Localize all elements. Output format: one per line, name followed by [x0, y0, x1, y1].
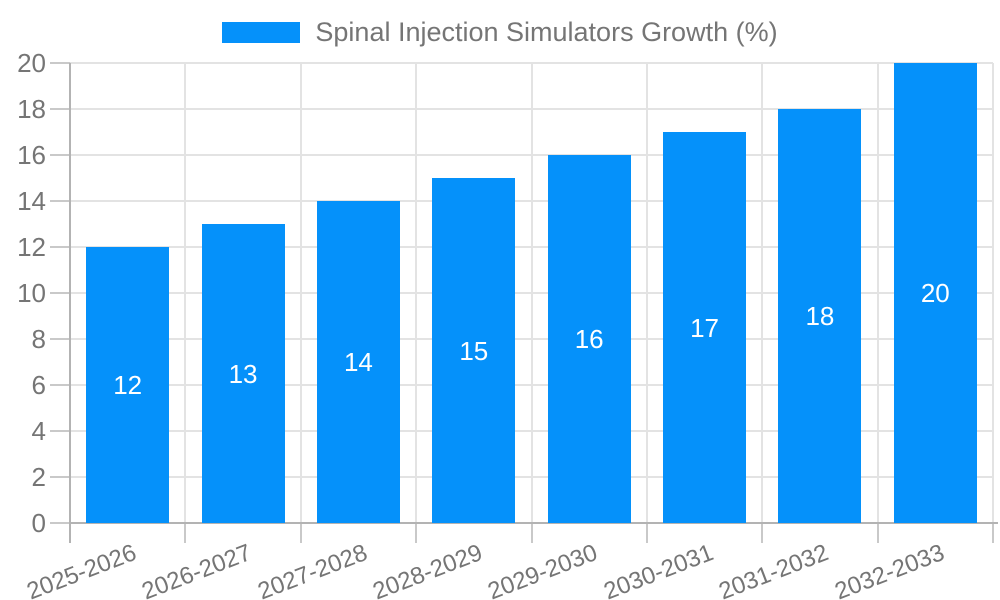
y-tick-label: 0 — [31, 508, 46, 538]
legend-swatch — [222, 21, 301, 43]
v-gridline — [530, 63, 533, 523]
x-tick — [876, 523, 879, 543]
y-tick — [50, 522, 70, 524]
y-tick-label: 6 — [31, 370, 46, 400]
y-tick-label: 18 — [17, 94, 46, 124]
v-gridline — [876, 63, 879, 523]
x-tick-label: 2031-2032 — [715, 539, 833, 600]
y-tick — [50, 384, 70, 386]
y-tick-label: 14 — [17, 186, 46, 216]
x-tick — [761, 523, 764, 543]
v-gridline — [299, 63, 302, 523]
x-tick — [530, 523, 533, 543]
x-tick-label: 2027-2028 — [253, 539, 371, 600]
v-gridline — [645, 63, 648, 523]
y-tick-label: 2 — [31, 462, 46, 492]
bar: 17 — [663, 132, 747, 523]
bar: 12 — [86, 247, 170, 523]
y-tick — [50, 338, 70, 340]
y-tick — [50, 62, 70, 64]
y-tick-label: 10 — [17, 278, 46, 308]
v-gridline — [415, 63, 418, 523]
x-tick — [184, 523, 187, 543]
legend: Spinal Injection Simulators Growth (%) — [0, 18, 1000, 46]
y-axis — [69, 63, 71, 543]
x-tick-label: 2026-2027 — [138, 539, 256, 600]
v-gridline — [761, 63, 764, 523]
legend-label: Spinal Injection Simulators Growth (%) — [315, 17, 778, 47]
y-tick — [50, 200, 70, 202]
y-tick — [50, 246, 70, 248]
bar-value-label: 16 — [574, 324, 604, 354]
x-tick-label: 2030-2031 — [600, 539, 717, 600]
y-tick-label: 20 — [17, 48, 46, 78]
y-tick — [50, 476, 70, 478]
y-tick — [50, 108, 70, 110]
x-tick-label: 2029-2030 — [484, 539, 602, 600]
x-tick-label: 2025-2026 — [23, 539, 141, 600]
x-axis — [69, 522, 998, 524]
y-tick-label: 12 — [17, 232, 46, 262]
x-tick-label: 2032-2033 — [830, 539, 948, 600]
y-tick-label: 16 — [17, 140, 46, 170]
y-tick — [50, 292, 70, 294]
bar-value-label: 17 — [690, 312, 720, 343]
bar: 18 — [778, 109, 862, 523]
bar: 15 — [432, 178, 516, 523]
bar-value-label: 15 — [459, 335, 489, 366]
bar-value-label: 13 — [228, 358, 258, 389]
bar: 13 — [201, 224, 285, 523]
x-tick — [992, 523, 994, 543]
y-tick-label: 8 — [31, 324, 46, 354]
bar: 20 — [893, 63, 977, 523]
x-tick — [415, 523, 418, 543]
bar-value-label: 20 — [920, 278, 950, 308]
bar-value-label: 18 — [805, 301, 835, 331]
bar: 14 — [316, 201, 400, 523]
x-tick — [645, 523, 648, 543]
x-tick — [299, 523, 302, 543]
bar: 16 — [547, 155, 631, 523]
bar-value-label: 14 — [343, 347, 373, 377]
y-tick — [50, 430, 70, 432]
y-tick — [50, 154, 70, 156]
y-tick-label: 4 — [31, 416, 46, 446]
x-tick-label: 2028-2029 — [369, 539, 487, 600]
bar-value-label: 12 — [113, 370, 143, 400]
v-gridline — [992, 63, 994, 523]
v-gridline — [184, 63, 187, 523]
